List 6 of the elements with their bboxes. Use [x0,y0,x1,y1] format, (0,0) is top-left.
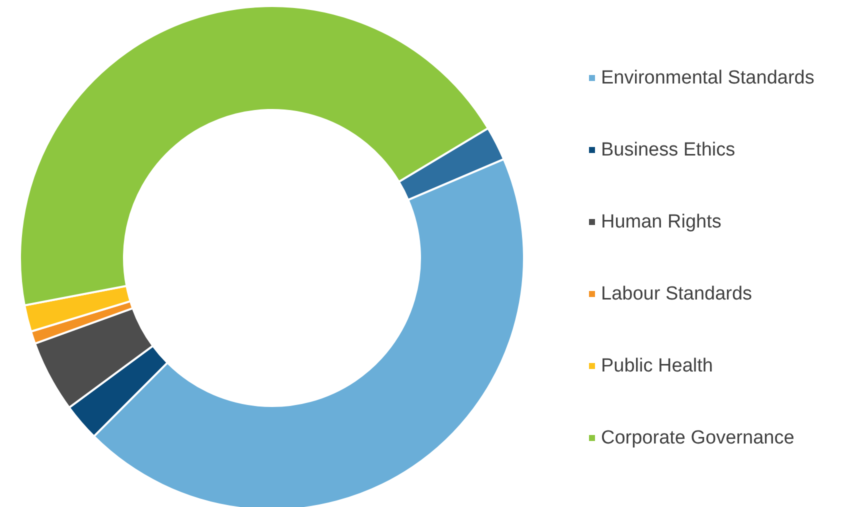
legend-label: Labour Standards [601,284,752,304]
legend-label: Environmental Standards [601,68,814,88]
legend-label: Corporate Governance [601,428,794,448]
legend-label: Public Health [601,356,713,376]
legend-label: Human Rights [601,212,722,232]
legend-label: Business Ethics [601,140,736,160]
